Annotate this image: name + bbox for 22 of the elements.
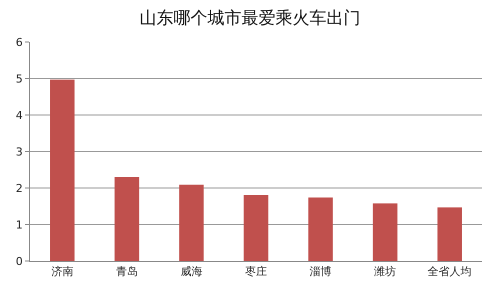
y-tick-label: 6 [16,36,23,49]
bar [308,197,333,261]
x-tick-label: 青岛 [116,265,138,278]
bar [372,203,398,261]
x-tick-label: 济南 [51,265,74,278]
x-tick-label: 威海 [180,265,202,278]
y-tick-label: 2 [16,182,23,195]
bar [50,80,75,261]
x-tick-label: 潍坊 [374,265,396,278]
y-tick-label: 4 [16,108,23,122]
x-tick-label: 淄博 [310,265,332,278]
bar [114,177,140,261]
chart-title: 山东哪个城市最爱乘火车出门 [140,8,360,29]
x-tick-label: 全省人均 [428,265,472,278]
bar [179,184,204,261]
y-tick-label: 3 [16,145,23,158]
bar [437,207,462,261]
y-tick-label: 0 [16,254,23,268]
y-tick-label: 1 [16,218,23,232]
x-tick-label: 枣庄 [245,265,267,278]
bar [244,194,268,261]
y-tick-label: 5 [16,72,23,86]
